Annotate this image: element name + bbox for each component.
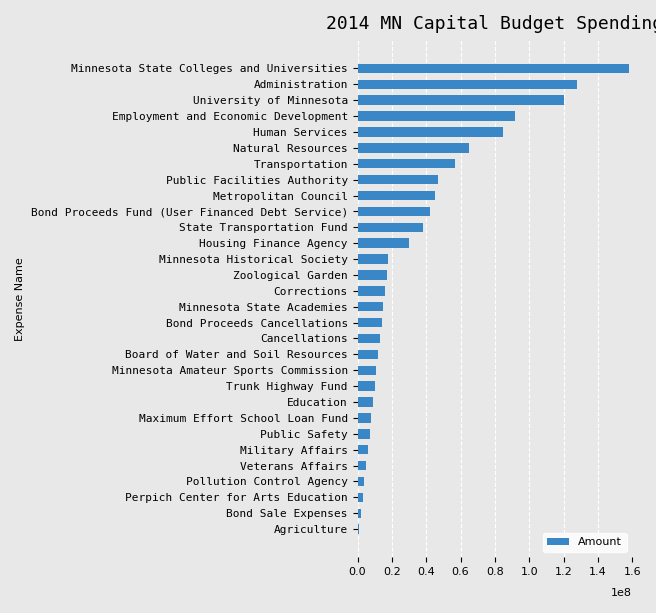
Bar xyxy=(358,445,368,454)
Bar xyxy=(358,318,382,327)
Bar xyxy=(358,509,361,518)
Bar xyxy=(358,64,628,73)
Bar xyxy=(358,477,364,486)
Title: 2014 MN Capital Budget Spending: 2014 MN Capital Budget Spending xyxy=(326,15,656,33)
Bar xyxy=(358,493,363,502)
Bar xyxy=(358,254,388,264)
Bar xyxy=(358,286,385,295)
Bar xyxy=(358,365,377,375)
Legend: Amount: Amount xyxy=(543,533,626,552)
Bar xyxy=(358,207,430,216)
Bar xyxy=(358,238,409,248)
Bar xyxy=(358,112,516,121)
Bar xyxy=(358,461,366,470)
Bar xyxy=(358,143,469,153)
Bar xyxy=(358,429,369,438)
Bar xyxy=(358,524,359,534)
Bar xyxy=(358,349,378,359)
Y-axis label: Expense Name: Expense Name xyxy=(15,257,25,341)
Bar xyxy=(358,302,383,311)
Bar xyxy=(358,381,375,391)
Bar xyxy=(358,191,435,200)
Bar xyxy=(358,397,373,407)
Bar xyxy=(358,96,564,105)
Bar xyxy=(358,80,577,89)
Bar xyxy=(358,127,503,137)
Bar xyxy=(358,223,422,232)
Bar xyxy=(358,270,386,280)
Bar xyxy=(358,413,371,423)
Bar xyxy=(358,159,455,169)
Bar xyxy=(358,175,438,185)
Text: 1e8: 1e8 xyxy=(611,588,632,598)
Bar xyxy=(358,333,380,343)
